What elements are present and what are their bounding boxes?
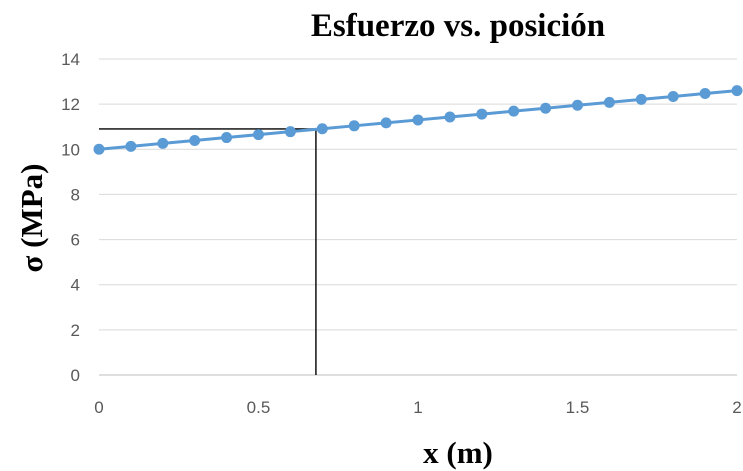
data-point	[699, 88, 711, 100]
y-tick-label: 8	[71, 185, 80, 204]
x-tick-labels: 0 0.5 1 1.5 2	[94, 398, 741, 417]
y-tick-labels: 0 2 4 6 8 10 12 14	[61, 50, 80, 385]
y-tick-label: 10	[61, 140, 80, 159]
y-tick-label: 2	[71, 321, 80, 340]
data-point	[348, 120, 360, 132]
data-point	[189, 134, 201, 146]
data-point	[667, 90, 679, 102]
data-point	[221, 132, 233, 144]
x-tick-label: 2	[732, 398, 741, 417]
data-point	[572, 99, 583, 111]
data-point	[412, 114, 424, 126]
data-point	[603, 96, 615, 108]
grid	[99, 58, 737, 376]
data-point	[284, 126, 296, 138]
data-point	[93, 143, 105, 155]
x-tick-label: 1	[413, 398, 422, 417]
data-point	[508, 105, 520, 117]
y-tick-label: 4	[71, 276, 80, 295]
data-point	[316, 123, 328, 135]
data-point	[635, 93, 647, 105]
x-tick-label: 0.5	[247, 398, 271, 417]
data-point	[253, 129, 264, 141]
x-tick-label: 0	[94, 398, 103, 417]
data-point	[444, 111, 456, 123]
data-point	[125, 140, 137, 152]
data-point	[540, 102, 552, 114]
y-tick-label: 0	[71, 366, 80, 385]
data-point	[731, 85, 743, 97]
y-tick-label: 14	[61, 50, 80, 69]
y-tick-label: 6	[71, 231, 80, 250]
y-axis-title: σ (MPa)	[14, 164, 49, 273]
annotation-lines	[99, 128, 317, 375]
chart-title: Esfuerzo vs. posición	[311, 8, 605, 44]
y-tick-label: 12	[61, 95, 80, 114]
series-layer	[93, 85, 743, 155]
data-point	[476, 108, 488, 120]
data-point	[380, 117, 392, 129]
x-axis-title: x (m)	[423, 435, 493, 470]
x-tick-label: 1.5	[566, 398, 590, 417]
data-point	[157, 137, 169, 149]
